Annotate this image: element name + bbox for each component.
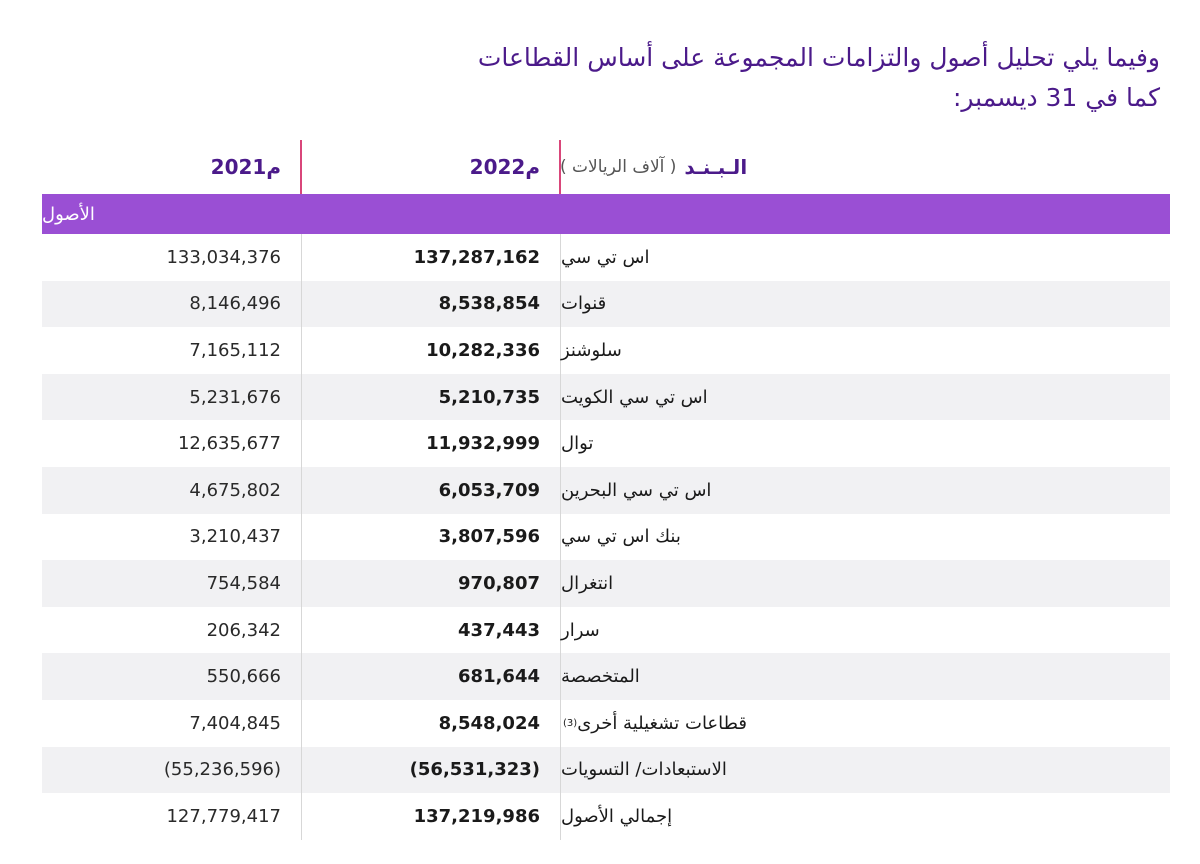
- section-label: الأصول: [42, 203, 95, 225]
- table-row: 12,635,677 11,932,999 توال: [42, 420, 1170, 467]
- cell-2021: 754,584: [206, 572, 281, 594]
- table-row: 206,342 437,443 سرار: [42, 606, 1170, 654]
- table-header: 2021م 2022م الـبـنـد ( آلاف الريالات ): [42, 140, 1170, 194]
- row-label: قنوات: [561, 293, 607, 315]
- cell-label: سلوشنز: [560, 327, 1170, 374]
- cell-label: توال: [560, 420, 1170, 467]
- row-label: توال: [561, 433, 594, 455]
- table-row: 754,584 970,807 انتغرال: [42, 560, 1170, 607]
- cell-2022: 8,538,854: [301, 280, 560, 328]
- cell-label: قطاعات تشغيلية أخرى (3): [560, 699, 1170, 747]
- cell-2022: 6,053,709: [301, 466, 560, 514]
- cell-2021: 4,675,802: [189, 479, 281, 501]
- table-row: 5,231,676 5,210,735 اس تي سي الكويت: [42, 373, 1170, 421]
- header-year-2021: 2021م: [210, 155, 281, 179]
- cell-2021: (55,236,596): [163, 759, 281, 781]
- cell-2021: 133,034,376: [166, 246, 281, 268]
- title-line-1: وفيما يلي تحليل أصول والتزامات المجموعة …: [477, 43, 1160, 72]
- cell-2022: 5,210,735: [301, 373, 560, 421]
- cell-2021: 550,666: [206, 666, 281, 688]
- header-item: الـبـنـد ( آلاف الريالات ): [560, 140, 1170, 194]
- cell-label: سرار: [560, 606, 1170, 654]
- table-row: 133,034,376 137,287,162 اس تي سي: [42, 234, 1170, 281]
- cell-2022: 137,219,986: [301, 793, 560, 840]
- section-band-assets: الأصول: [42, 194, 1170, 234]
- table-row: 3,210,437 3,807,596 بنك اس تي سي: [42, 513, 1170, 561]
- table-row: 7,404,845 8,548,024 قطاعات تشغيلية أخرى(…: [42, 699, 1170, 747]
- cell-label: اس تي سي: [560, 234, 1170, 281]
- cell-label: الاستبعادات/ التسويات: [560, 746, 1170, 794]
- cell-2022: 137,287,162: [301, 234, 560, 281]
- cell-2022: 970,807: [301, 560, 560, 607]
- row-label: إجمالي الأصول: [561, 805, 673, 827]
- table-row-total: 127,779,417 137,219,986 إجمالي الأصول: [42, 793, 1170, 840]
- cell-2022: (56,531,323): [301, 746, 560, 794]
- cell-label: بنك اس تي سي: [560, 513, 1170, 561]
- row-label: سرار: [561, 619, 600, 641]
- row-label: بنك اس تي سي: [561, 526, 681, 548]
- row-label: اس تي سي البحرين: [561, 479, 712, 501]
- cell-2021: 3,210,437: [189, 526, 281, 548]
- table-row: 550,666 681,644 المتخصصة: [42, 653, 1170, 700]
- table-body: 133,034,376 137,287,162 اس تي سي 8,146,4…: [42, 234, 1170, 840]
- cell-2021: 12,635,677: [177, 433, 281, 455]
- cell-2021: 7,165,112: [189, 339, 281, 361]
- cell-label: اس تي سي الكويت: [560, 373, 1170, 421]
- row-label: اس تي سي الكويت: [561, 386, 708, 408]
- row-label: قطاعات تشغيلية أخرى: [577, 712, 748, 734]
- table-row: (55,236,596) (56,531,323) الاستبعادات/ ا…: [42, 746, 1170, 794]
- segment-assets-table: 2021م 2022م الـبـنـد ( آلاف الريالات ) ا…: [42, 140, 1170, 840]
- row-label: سلوشنز: [561, 339, 622, 361]
- table-row: 7,165,112 10,282,336 سلوشنز: [42, 327, 1170, 374]
- cell-2021: 127,779,417: [166, 805, 281, 827]
- cell-2022: 681,644: [301, 653, 560, 700]
- cell-2021: 8,146,496: [189, 293, 281, 315]
- cell-2022: 10,282,336: [301, 327, 560, 374]
- row-label: المتخصصة: [561, 666, 640, 688]
- title-line-2: كما في 31 ديسمبر:: [952, 83, 1160, 112]
- cell-label: قنوات: [560, 280, 1170, 328]
- table-row: 8,146,496 8,538,854 قنوات: [42, 280, 1170, 328]
- cell-label: المتخصصة: [560, 653, 1170, 700]
- cell-label: انتغرال: [560, 560, 1170, 607]
- cell-2021: 206,342: [206, 619, 281, 641]
- cell-2022: 11,932,999: [301, 420, 560, 467]
- row-label: الاستبعادات/ التسويات: [561, 759, 727, 781]
- header-unit-label: ( آلاف الريالات ): [560, 157, 677, 177]
- cell-2022: 3,807,596: [301, 513, 560, 561]
- cell-label: اس تي سي البحرين: [560, 466, 1170, 514]
- header-divider-1: [300, 140, 302, 194]
- page-title: وفيما يلي تحليل أصول والتزامات المجموعة …: [160, 38, 1160, 118]
- cell-2021: 7,404,845: [189, 712, 281, 734]
- cell-2022: 8,548,024: [301, 699, 560, 747]
- footnote-ref: (3): [563, 717, 578, 729]
- table-row: 4,675,802 6,053,709 اس تي سي البحرين: [42, 466, 1170, 514]
- row-label: اس تي سي: [561, 246, 650, 268]
- cell-2021: 5,231,676: [189, 386, 281, 408]
- cell-2022: 437,443: [301, 606, 560, 654]
- header-divider-2: [559, 140, 561, 194]
- row-label: انتغرال: [561, 572, 614, 594]
- header-year-2022: 2022م: [469, 155, 540, 179]
- header-item-label: الـبـنـد: [684, 155, 748, 179]
- cell-label: إجمالي الأصول: [560, 793, 1170, 840]
